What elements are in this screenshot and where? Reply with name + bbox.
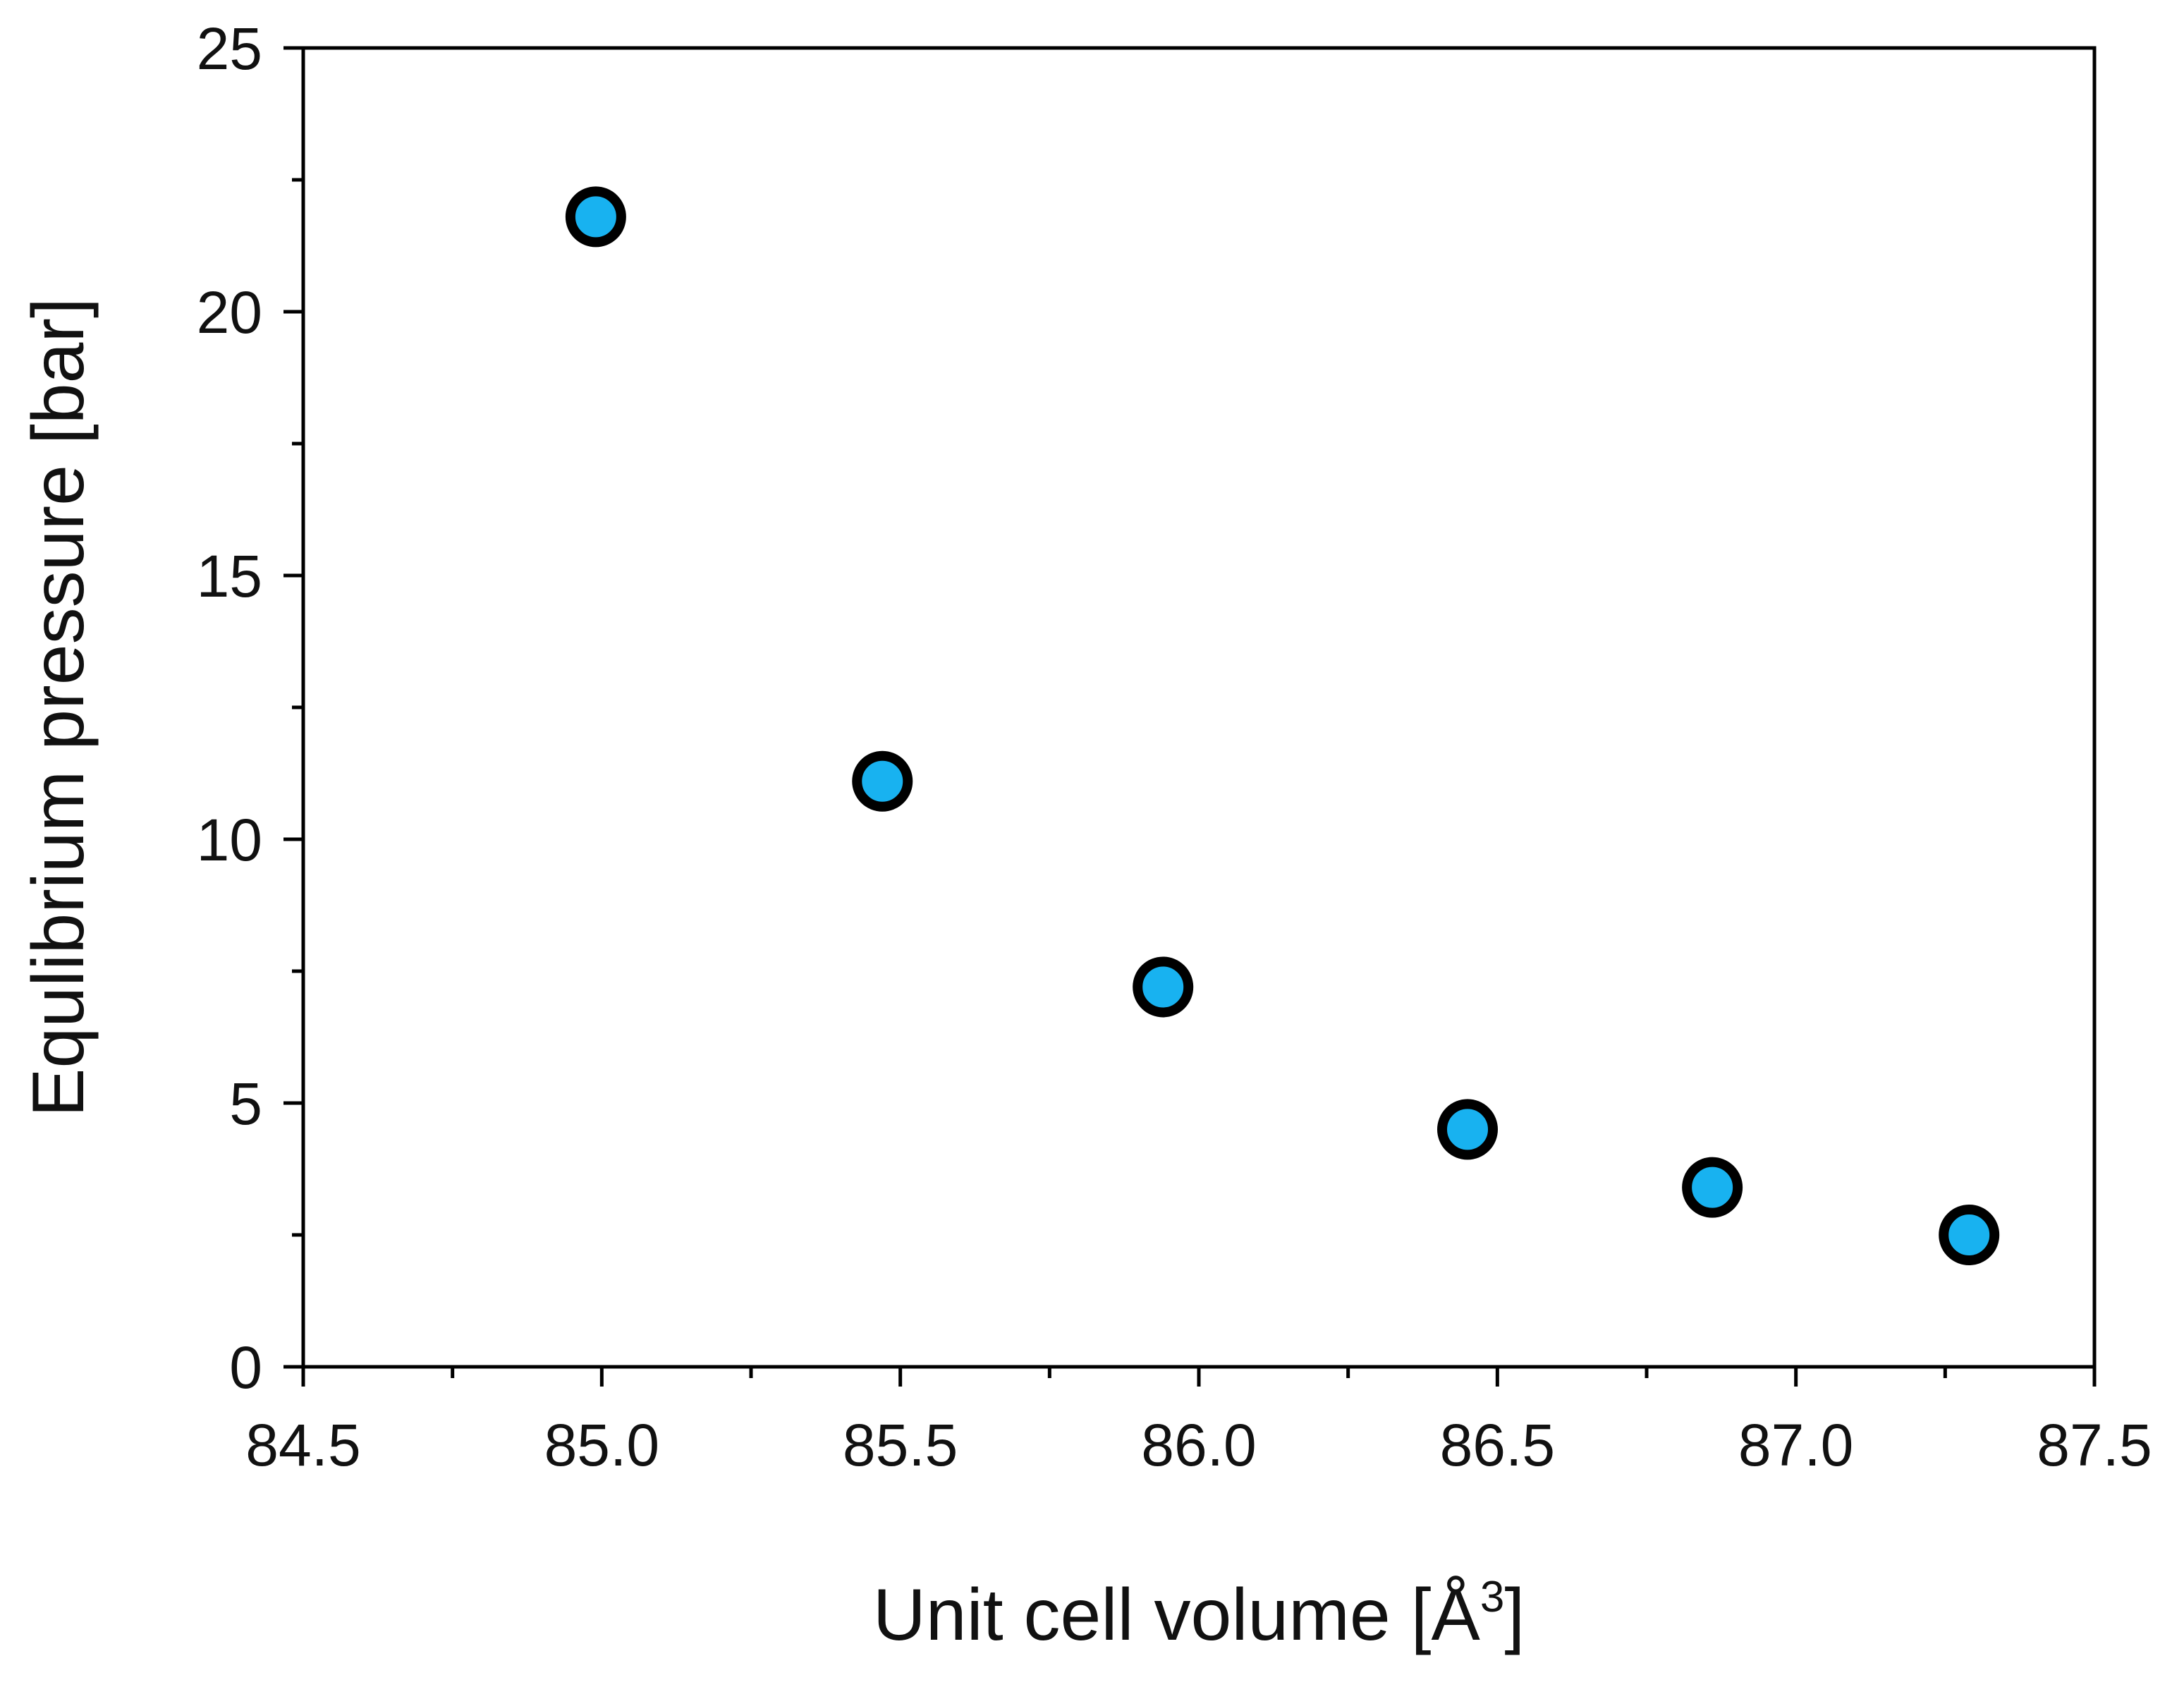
data-point xyxy=(1133,956,1194,1018)
y-tick-label: 25 xyxy=(197,16,262,82)
y-tick-label: 10 xyxy=(197,807,262,873)
y-tick-label: 20 xyxy=(197,279,262,346)
data-point xyxy=(1437,1099,1498,1160)
y-tick-label: 5 xyxy=(229,1071,262,1137)
y-axis-title: Equlibrium pressure [bar] xyxy=(18,298,99,1117)
x-tick-label: 86.0 xyxy=(1141,1412,1257,1478)
x-axis-ticks: 84.5 85.0 85.5 86.0 86.5 87.0 87.5 xyxy=(245,1367,2152,1478)
x-tick-label: 87.0 xyxy=(1738,1412,1854,1478)
x-tick-label: 87.5 xyxy=(2037,1412,2152,1478)
y-tick-label: 15 xyxy=(197,543,262,609)
x-tick-label: 84.5 xyxy=(245,1412,361,1478)
y-tick-label: 0 xyxy=(229,1334,262,1401)
y-axis-ticks: 0 5 10 15 20 25 xyxy=(197,16,303,1401)
data-point xyxy=(1682,1157,1743,1218)
data-point xyxy=(852,750,913,812)
data-points xyxy=(565,186,2000,1265)
data-point xyxy=(565,186,626,248)
x-axis-title: Unit cell volume [Å3] xyxy=(873,1573,1525,1656)
x-tick-label: 85.0 xyxy=(544,1412,660,1478)
x-tick-label: 85.5 xyxy=(843,1412,958,1478)
x-tick-label: 86.5 xyxy=(1440,1412,1556,1478)
data-point xyxy=(1939,1205,2000,1265)
